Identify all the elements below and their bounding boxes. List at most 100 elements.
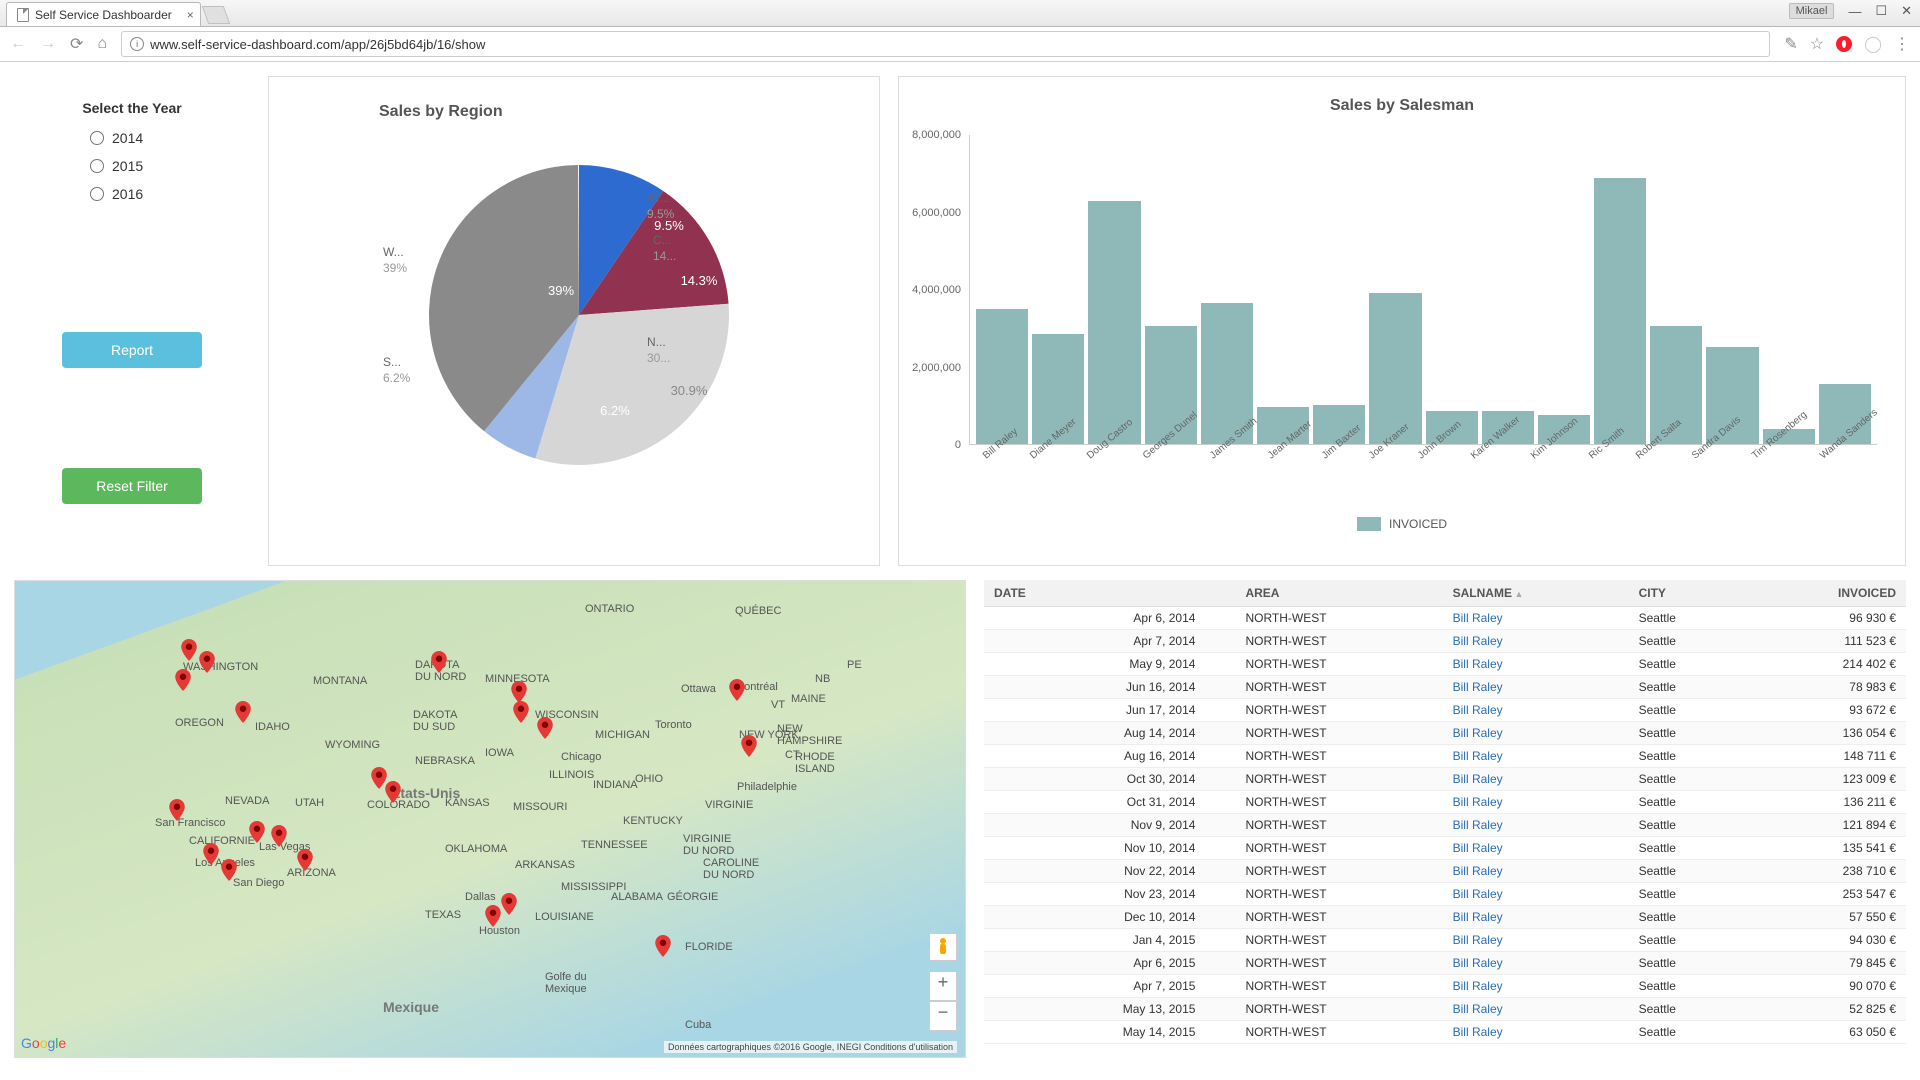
- cell-salname[interactable]: Bill Raley: [1443, 791, 1629, 814]
- cell-salname[interactable]: Bill Raley: [1443, 630, 1629, 653]
- cell-salname[interactable]: Bill Raley: [1443, 676, 1629, 699]
- map-pin-icon[interactable]: [199, 651, 215, 667]
- streetview-pegman-icon[interactable]: [929, 933, 957, 961]
- wand-icon[interactable]: ✎: [1784, 34, 1797, 54]
- map-place-label: San Francisco: [155, 817, 225, 829]
- table-row[interactable]: May 14, 2015 NORTH-WEST Bill Raley Seatt…: [984, 1021, 1906, 1044]
- bar[interactable]: [976, 309, 1028, 444]
- table-header-invoiced[interactable]: INVOICED: [1746, 580, 1906, 607]
- map-pin-icon[interactable]: [297, 849, 313, 865]
- cell-salname[interactable]: Bill Raley: [1443, 883, 1629, 906]
- forward-icon[interactable]: →: [40, 35, 56, 53]
- map-pin-icon[interactable]: [485, 905, 501, 921]
- year-option-2015[interactable]: 2015: [24, 158, 240, 174]
- cell-salname[interactable]: Bill Raley: [1443, 607, 1629, 630]
- cell-salname[interactable]: Bill Raley: [1443, 722, 1629, 745]
- maximize-icon[interactable]: ☐: [1875, 3, 1887, 19]
- bookmark-icon[interactable]: ☆: [1810, 34, 1824, 54]
- cell-salname[interactable]: Bill Raley: [1443, 906, 1629, 929]
- map-pin-icon[interactable]: [513, 701, 529, 717]
- cell-salname[interactable]: Bill Raley: [1443, 768, 1629, 791]
- table-header-salname[interactable]: SALNAME: [1443, 580, 1629, 607]
- table-row[interactable]: Nov 10, 2014 NORTH-WEST Bill Raley Seatt…: [984, 837, 1906, 860]
- map-pin-icon[interactable]: [169, 799, 185, 815]
- close-tab-icon[interactable]: ×: [187, 8, 194, 22]
- table-row[interactable]: Dec 10, 2014 NORTH-WEST Bill Raley Seatt…: [984, 906, 1906, 929]
- table-row[interactable]: Aug 14, 2014 NORTH-WEST Bill Raley Seatt…: [984, 722, 1906, 745]
- year-radio-2014[interactable]: [90, 131, 104, 145]
- cell-salname[interactable]: Bill Raley: [1443, 929, 1629, 952]
- table-row[interactable]: May 13, 2015 NORTH-WEST Bill Raley Seatt…: [984, 998, 1906, 1021]
- table-row[interactable]: Oct 30, 2014 NORTH-WEST Bill Raley Seatt…: [984, 768, 1906, 791]
- map-pin-icon[interactable]: [501, 893, 517, 909]
- map-pin-icon[interactable]: [249, 821, 265, 837]
- table-header-area[interactable]: AREA: [1235, 580, 1442, 607]
- map-place-label: PE: [847, 659, 862, 671]
- back-icon[interactable]: ←: [10, 35, 26, 53]
- cell-salname[interactable]: Bill Raley: [1443, 653, 1629, 676]
- map-pin-icon[interactable]: [729, 679, 745, 695]
- year-option-2016[interactable]: 2016: [24, 186, 240, 202]
- map-place-label: NEBRASKA: [415, 755, 475, 767]
- zoom-in-button[interactable]: +: [929, 971, 957, 1001]
- bar[interactable]: [1594, 178, 1646, 445]
- cell-salname[interactable]: Bill Raley: [1443, 837, 1629, 860]
- reload-icon[interactable]: ⟳: [70, 34, 83, 54]
- url-input[interactable]: i www.self-service-dashboard.com/app/26j…: [121, 31, 1770, 57]
- map-pin-icon[interactable]: [655, 935, 671, 951]
- map-pin-icon[interactable]: [511, 681, 527, 697]
- home-icon[interactable]: ⌂: [97, 35, 107, 53]
- table-row[interactable]: Jun 16, 2014 NORTH-WEST Bill Raley Seatt…: [984, 676, 1906, 699]
- cell-salname[interactable]: Bill Raley: [1443, 699, 1629, 722]
- map-pin-icon[interactable]: [385, 781, 401, 797]
- bar[interactable]: [1369, 293, 1421, 444]
- report-button[interactable]: Report: [62, 332, 202, 368]
- reset-filter-button[interactable]: Reset Filter: [62, 468, 202, 504]
- map-pin-icon[interactable]: [537, 717, 553, 733]
- map-pin-icon[interactable]: [175, 669, 191, 685]
- table-row[interactable]: Apr 6, 2014 NORTH-WEST Bill Raley Seattl…: [984, 607, 1906, 630]
- cell-salname[interactable]: Bill Raley: [1443, 860, 1629, 883]
- browser-user-badge[interactable]: Mikael: [1789, 3, 1835, 19]
- table-header-city[interactable]: CITY: [1629, 580, 1747, 607]
- new-tab-button[interactable]: [201, 6, 230, 24]
- map-pin-icon[interactable]: [431, 651, 447, 667]
- table-row[interactable]: Jun 17, 2014 NORTH-WEST Bill Raley Seatt…: [984, 699, 1906, 722]
- table-row[interactable]: Apr 7, 2014 NORTH-WEST Bill Raley Seattl…: [984, 630, 1906, 653]
- table-row[interactable]: Nov 23, 2014 NORTH-WEST Bill Raley Seatt…: [984, 883, 1906, 906]
- minimize-icon[interactable]: ―: [1848, 4, 1861, 19]
- map-pin-icon[interactable]: [181, 639, 197, 655]
- map-panel[interactable]: ONTARIOQUÉBECWASHINGTONMONTANADAKOTADU N…: [14, 580, 966, 1058]
- table-row[interactable]: Nov 9, 2014 NORTH-WEST Bill Raley Seattl…: [984, 814, 1906, 837]
- year-radio-2016[interactable]: [90, 187, 104, 201]
- bar[interactable]: [1088, 201, 1140, 444]
- year-radio-2015[interactable]: [90, 159, 104, 173]
- cell-salname[interactable]: Bill Raley: [1443, 814, 1629, 837]
- cell-salname[interactable]: Bill Raley: [1443, 998, 1629, 1021]
- table-row[interactable]: Apr 6, 2015 NORTH-WEST Bill Raley Seattl…: [984, 952, 1906, 975]
- table-row[interactable]: Nov 22, 2014 NORTH-WEST Bill Raley Seatt…: [984, 860, 1906, 883]
- site-info-icon[interactable]: i: [130, 37, 144, 51]
- map-pin-icon[interactable]: [271, 825, 287, 841]
- table-row[interactable]: Jan 4, 2015 NORTH-WEST Bill Raley Seattl…: [984, 929, 1906, 952]
- sync-icon[interactable]: ◯: [1864, 34, 1882, 54]
- map-pin-icon[interactable]: [221, 859, 237, 875]
- opera-icon[interactable]: [1836, 36, 1852, 52]
- map-pin-icon[interactable]: [741, 735, 757, 751]
- browser-tab[interactable]: Self Service Dashboarder ×: [6, 2, 201, 26]
- cell-salname[interactable]: Bill Raley: [1443, 745, 1629, 768]
- map-pin-icon[interactable]: [203, 843, 219, 859]
- table-row[interactable]: Oct 31, 2014 NORTH-WEST Bill Raley Seatt…: [984, 791, 1906, 814]
- table-row[interactable]: May 9, 2014 NORTH-WEST Bill Raley Seattl…: [984, 653, 1906, 676]
- year-option-2014[interactable]: 2014: [24, 130, 240, 146]
- table-row[interactable]: Aug 16, 2014 NORTH-WEST Bill Raley Seatt…: [984, 745, 1906, 768]
- close-window-icon[interactable]: ✕: [1901, 3, 1912, 19]
- zoom-out-button[interactable]: −: [929, 1001, 957, 1031]
- cell-salname[interactable]: Bill Raley: [1443, 1021, 1629, 1044]
- cell-salname[interactable]: Bill Raley: [1443, 952, 1629, 975]
- menu-icon[interactable]: ⋮: [1894, 34, 1910, 54]
- table-header-date[interactable]: DATE: [984, 580, 1235, 607]
- map-pin-icon[interactable]: [235, 701, 251, 717]
- table-row[interactable]: Apr 7, 2015 NORTH-WEST Bill Raley Seattl…: [984, 975, 1906, 998]
- cell-salname[interactable]: Bill Raley: [1443, 975, 1629, 998]
